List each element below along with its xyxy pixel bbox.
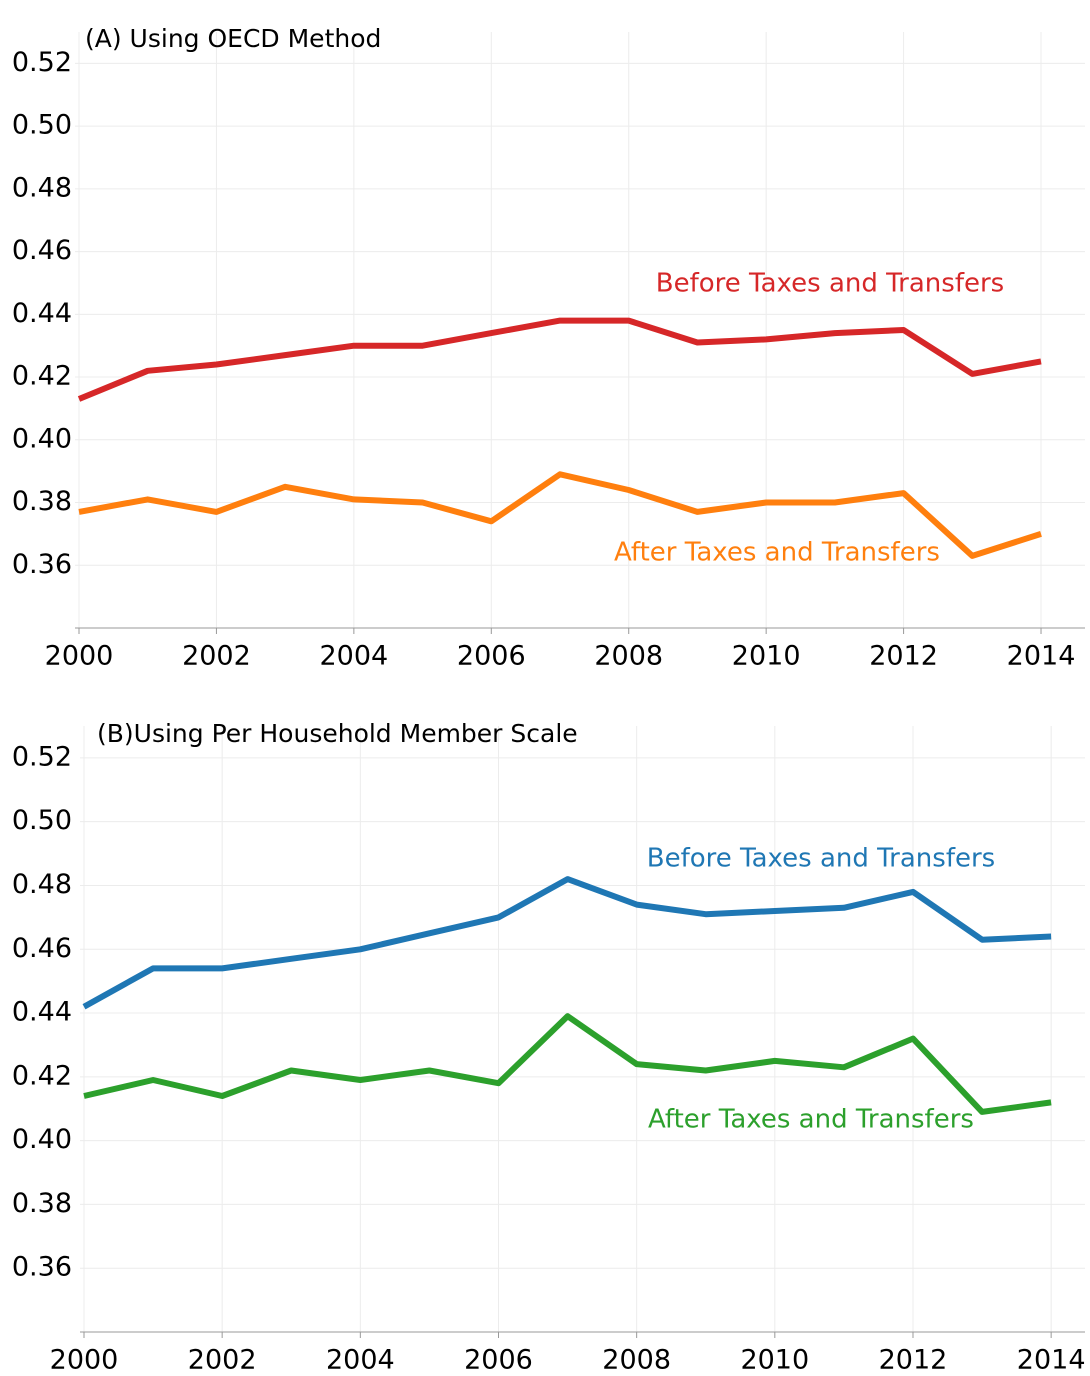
y-tick-label: 0.36 (12, 1252, 72, 1283)
y-tick-label: 0.48 (12, 869, 72, 900)
x-tick-label: 2012 (869, 641, 938, 672)
series-label: After Taxes and Transfers (648, 1105, 974, 1135)
x-tick-label: 2002 (182, 641, 251, 672)
x-tick-label: 2002 (188, 1345, 257, 1376)
y-tick-label: 0.36 (12, 549, 72, 580)
chart-title: (B)Using Per Household Member Scale (97, 719, 578, 748)
series-line (77, 317, 1042, 402)
y-tick-label: 0.48 (12, 172, 72, 203)
series-label: After Taxes and Transfers (614, 538, 940, 568)
y-tick-label: 0.50 (12, 805, 72, 836)
x-tick-label: 2000 (45, 641, 114, 672)
series-line (83, 1013, 1052, 1115)
x-tick-label: 2004 (326, 1345, 395, 1376)
y-tick-label: 0.44 (12, 997, 72, 1028)
x-tick-label: 2008 (594, 641, 663, 672)
x-tick-label: 2010 (740, 1345, 809, 1376)
x-tick-label: 2014 (1007, 641, 1076, 672)
x-tick-label: 2014 (1017, 1345, 1086, 1376)
y-tick-label: 0.38 (12, 1188, 72, 1219)
y-tick-label: 0.40 (12, 423, 72, 454)
x-tick-label: 2008 (602, 1345, 671, 1376)
x-tick-label: 2012 (879, 1345, 948, 1376)
y-tick-label: 0.46 (12, 235, 72, 266)
y-tick-label: 0.42 (12, 361, 72, 392)
y-tick-label: 0.38 (12, 486, 72, 517)
chart-title: (A) Using OECD Method (85, 24, 381, 53)
series-label: Before Taxes and Transfers (647, 844, 995, 874)
series-line (78, 471, 1042, 559)
x-tick-label: 2006 (464, 1345, 533, 1376)
y-tick-label: 0.52 (12, 741, 72, 772)
y-tick-label: 0.40 (12, 1124, 72, 1155)
y-tick-label: 0.46 (12, 933, 72, 964)
y-tick-label: 0.42 (12, 1060, 72, 1091)
x-tick-label: 2010 (732, 641, 801, 672)
series-line (82, 876, 1052, 1010)
y-tick-label: 0.52 (12, 47, 72, 78)
y-tick-label: 0.44 (12, 298, 72, 329)
x-tick-label: 2004 (320, 641, 389, 672)
x-tick-label: 2000 (50, 1345, 119, 1376)
y-tick-label: 0.50 (12, 110, 72, 141)
x-tick-label: 2006 (457, 641, 526, 672)
series-label: Before Taxes and Transfers (656, 269, 1004, 299)
